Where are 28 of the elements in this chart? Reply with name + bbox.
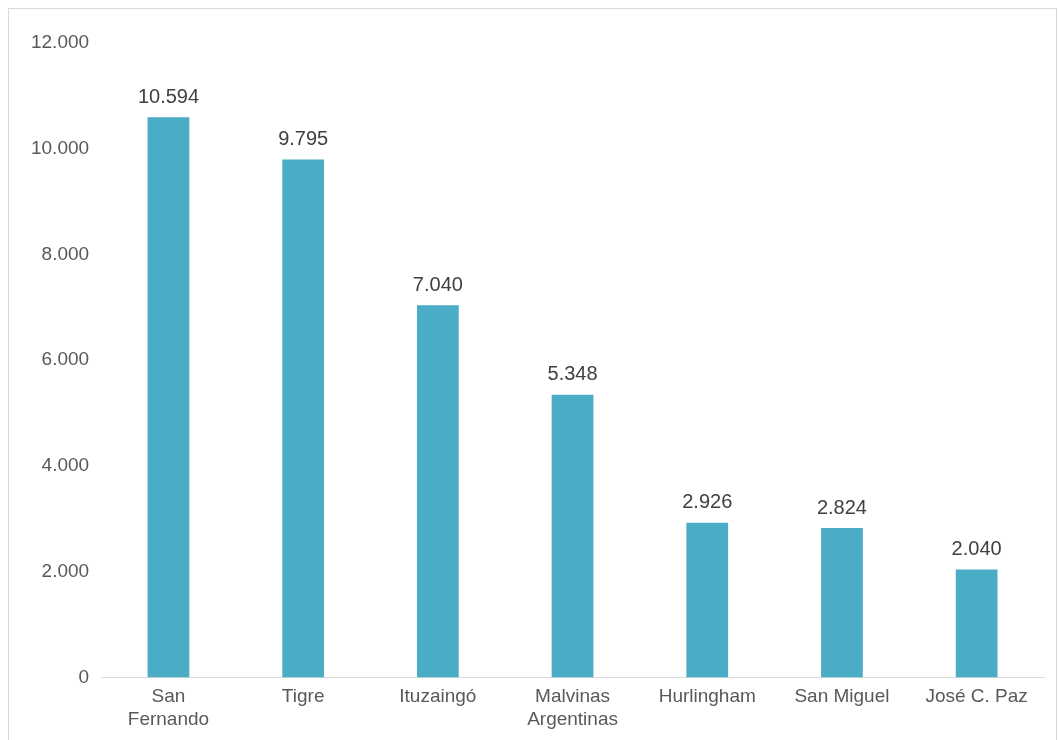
y-tick-label: 10.000 bbox=[30, 136, 90, 158]
y-tick-label: 4.000 bbox=[41, 454, 90, 476]
y-tick-label: 12.000 bbox=[30, 31, 90, 53]
y-tick-label: 8.000 bbox=[41, 242, 90, 264]
bar bbox=[282, 159, 325, 678]
x-tick-label: Malvinas Argentinas bbox=[527, 685, 618, 729]
data-label: 2.824 bbox=[816, 495, 867, 518]
x-tick-label: San Fernando bbox=[127, 685, 210, 729]
y-tick-label: 6.000 bbox=[41, 348, 90, 370]
bar bbox=[955, 569, 998, 678]
data-label: 2.926 bbox=[682, 490, 733, 513]
bar bbox=[821, 528, 863, 678]
bar bbox=[147, 117, 190, 678]
data-label: 5.348 bbox=[547, 362, 598, 385]
x-tick-label: José C. Paz bbox=[925, 685, 1028, 707]
data-label: 10.594 bbox=[137, 84, 200, 107]
y-tick-label: 0 bbox=[78, 665, 90, 687]
x-tick-label: Ituzaingó bbox=[399, 685, 477, 707]
bar bbox=[686, 522, 729, 678]
data-label: 2.040 bbox=[951, 537, 1002, 560]
data-label: 9.795 bbox=[278, 127, 329, 150]
bar bbox=[551, 394, 594, 678]
x-tick-label: Tigre bbox=[281, 685, 325, 707]
bar bbox=[416, 305, 459, 678]
data-label: 7.040 bbox=[412, 272, 463, 295]
x-tick-label: San Miguel bbox=[794, 685, 890, 707]
x-tick-label: Hurlingham bbox=[658, 685, 756, 707]
y-tick-label: 2.000 bbox=[41, 559, 90, 581]
